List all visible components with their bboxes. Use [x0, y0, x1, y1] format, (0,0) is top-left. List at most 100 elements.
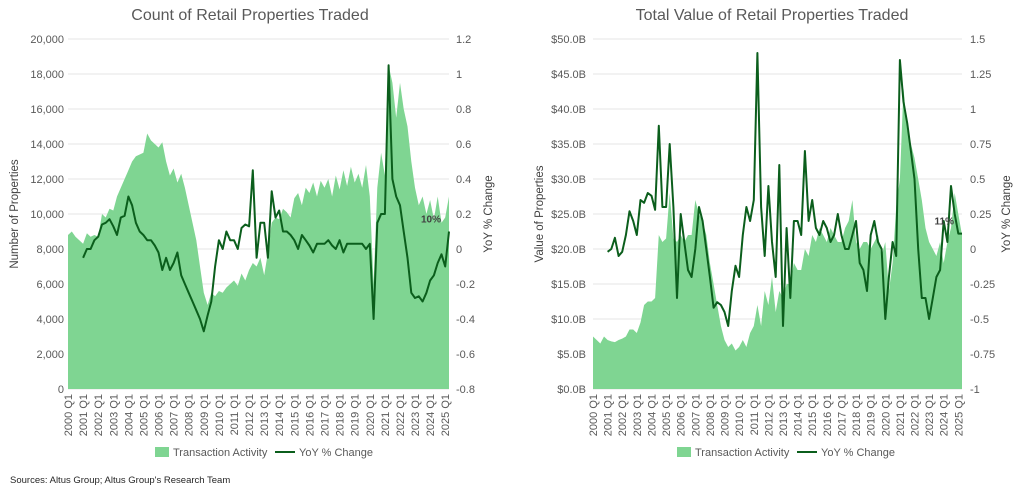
x-tick-label: 2021 Q1 [895, 394, 907, 436]
y2-tick-label: 0.4 [456, 174, 471, 186]
y-tick-label: $35.0B [551, 139, 586, 151]
x-tick-label: 2016 Q1 [304, 394, 316, 436]
x-tick-label: 2019 Q1 [866, 394, 878, 436]
y-tick-label: $10.0B [551, 314, 586, 326]
x-tick-label: 2006 Q1 [154, 394, 166, 436]
source-note: Sources: Altus Group; Altus Group's Rese… [10, 475, 230, 486]
x-tick-label: 2014 Q1 [793, 394, 805, 436]
legend-label: Transaction Activity [695, 447, 790, 459]
y2-tick-label: 0.8 [456, 104, 471, 116]
y-tick-label: $0.0B [557, 384, 586, 396]
y2-tick-label: -1 [970, 384, 980, 396]
y-tick-label: 2,000 [36, 349, 64, 361]
y-tick-label: $45.0B [551, 69, 586, 81]
latest-yoy-annotation: 11% [935, 217, 955, 228]
chart-1: Count of Retail Properties Traded 0 2,000 4… [9, 7, 495, 459]
x-tick-label: 2018 Q1 [335, 394, 347, 436]
y-tick-label: 20,000 [30, 34, 64, 46]
y-tick-label: $5.0B [557, 349, 586, 361]
x-tick-label: 2006 Q1 [676, 394, 688, 436]
y-tick-label: 4,000 [36, 314, 64, 326]
y-tick-label: 16,000 [30, 104, 64, 116]
y2-tick-label: 1 [456, 69, 462, 81]
legend-label: YoY % Change [299, 447, 373, 459]
legend-label: Transaction Activity [173, 447, 268, 459]
y2-tick-label: 0.25 [970, 209, 991, 221]
y-tick-label: 14,000 [30, 139, 64, 151]
y-axis-label: Value of Properties [534, 165, 546, 262]
x-tick-label: 2020 Q1 [880, 394, 892, 436]
x-tick-label: 2004 Q1 [123, 394, 135, 436]
x-tick-label: 2021 Q1 [380, 394, 392, 436]
x-tick-label: 2010 Q1 [734, 394, 746, 436]
x-tick-label: 2001 Q1 [603, 394, 615, 436]
x-tick-label: 2023 Q1 [410, 394, 422, 436]
y2-tick-label: -0.75 [970, 349, 995, 361]
transaction-activity-area [68, 65, 449, 390]
x-tick-label: 2015 Q1 [289, 394, 301, 436]
y2-tick-label: 0.75 [970, 139, 991, 151]
legend-area-swatch [677, 447, 691, 457]
y-tick-label: 10,000 [30, 209, 64, 221]
x-tick-label: 2025 Q1 [440, 394, 452, 436]
x-tick-label: 2004 Q1 [646, 394, 658, 436]
y-tick-label: 18,000 [30, 69, 64, 81]
x-tick-label: 2002 Q1 [93, 394, 105, 436]
x-tick-label: 2000 Q1 [63, 394, 75, 436]
x-tick-label: 2010 Q1 [214, 394, 226, 436]
chart-2: Total Value of Retail Properties Traded $… [534, 7, 1013, 459]
y2-tick-label: 0.5 [970, 174, 985, 186]
y2-tick-label: 0 [456, 244, 462, 256]
y2-tick-label: 0.2 [456, 209, 471, 221]
x-tick-label: 2019 Q1 [350, 394, 362, 436]
y-tick-label: 8,000 [36, 244, 64, 256]
x-tick-label: 2005 Q1 [138, 394, 150, 436]
x-tick-label: 2014 Q1 [274, 394, 286, 436]
x-tick-label: 2008 Q1 [705, 394, 717, 436]
y-tick-label: 0 [58, 384, 64, 396]
x-tick-label: 2023 Q1 [924, 394, 936, 436]
x-tick-label: 2017 Q1 [320, 394, 332, 436]
x-tick-label: 2001 Q1 [78, 394, 90, 436]
x-tick-label: 2013 Q1 [259, 394, 271, 436]
x-tick-label: 2005 Q1 [661, 394, 673, 436]
legend-area-swatch [155, 447, 169, 457]
x-tick-label: 2017 Q1 [836, 394, 848, 436]
y2-tick-label: 0.6 [456, 139, 471, 151]
x-tick-label: 2003 Q1 [632, 394, 644, 436]
yoy-change-line [606, 52, 962, 327]
x-tick-label: 2015 Q1 [807, 394, 819, 436]
y-tick-label: $25.0B [551, 209, 586, 221]
y2-tick-label: -0.4 [456, 314, 475, 326]
x-tick-label: 2003 Q1 [108, 394, 120, 436]
transaction-activity-area [593, 88, 962, 389]
x-tick-label: 2013 Q1 [778, 394, 790, 436]
y-tick-label: $40.0B [551, 104, 586, 116]
y-tick-label: 12,000 [30, 174, 64, 186]
x-tick-label: 2020 Q1 [365, 394, 377, 436]
x-tick-label: 2018 Q1 [851, 394, 863, 436]
y2-tick-label: -0.25 [970, 279, 995, 291]
y2-tick-label: 1 [970, 104, 976, 116]
y2-tick-label: 1.5 [970, 34, 985, 46]
yoy-change-line [82, 64, 450, 333]
chart-title: Count of Retail Properties Traded [131, 7, 368, 24]
x-tick-label: 2012 Q1 [763, 394, 775, 436]
x-tick-label: 2009 Q1 [199, 394, 211, 436]
y2-tick-label: -0.5 [970, 314, 989, 326]
x-tick-label: 2011 Q1 [229, 394, 241, 435]
y-tick-label: $15.0B [551, 279, 586, 291]
y-tick-label: 6,000 [36, 279, 64, 291]
x-tick-label: 2002 Q1 [617, 394, 629, 436]
y2-tick-label: -0.6 [456, 349, 475, 361]
x-tick-label: 2025 Q1 [953, 394, 965, 436]
legend-label: YoY % Change [821, 447, 895, 459]
x-tick-label: 2022 Q1 [395, 394, 407, 436]
x-tick-label: 2012 Q1 [244, 394, 256, 436]
y-tick-label: $20.0B [551, 244, 586, 256]
latest-yoy-annotation: 10% [421, 215, 441, 226]
y-axis-label: Number of Properties [9, 159, 21, 269]
y2-tick-label: 1.2 [456, 34, 471, 46]
y2-tick-label: 1.25 [970, 69, 991, 81]
x-tick-label: 2007 Q1 [690, 394, 702, 436]
